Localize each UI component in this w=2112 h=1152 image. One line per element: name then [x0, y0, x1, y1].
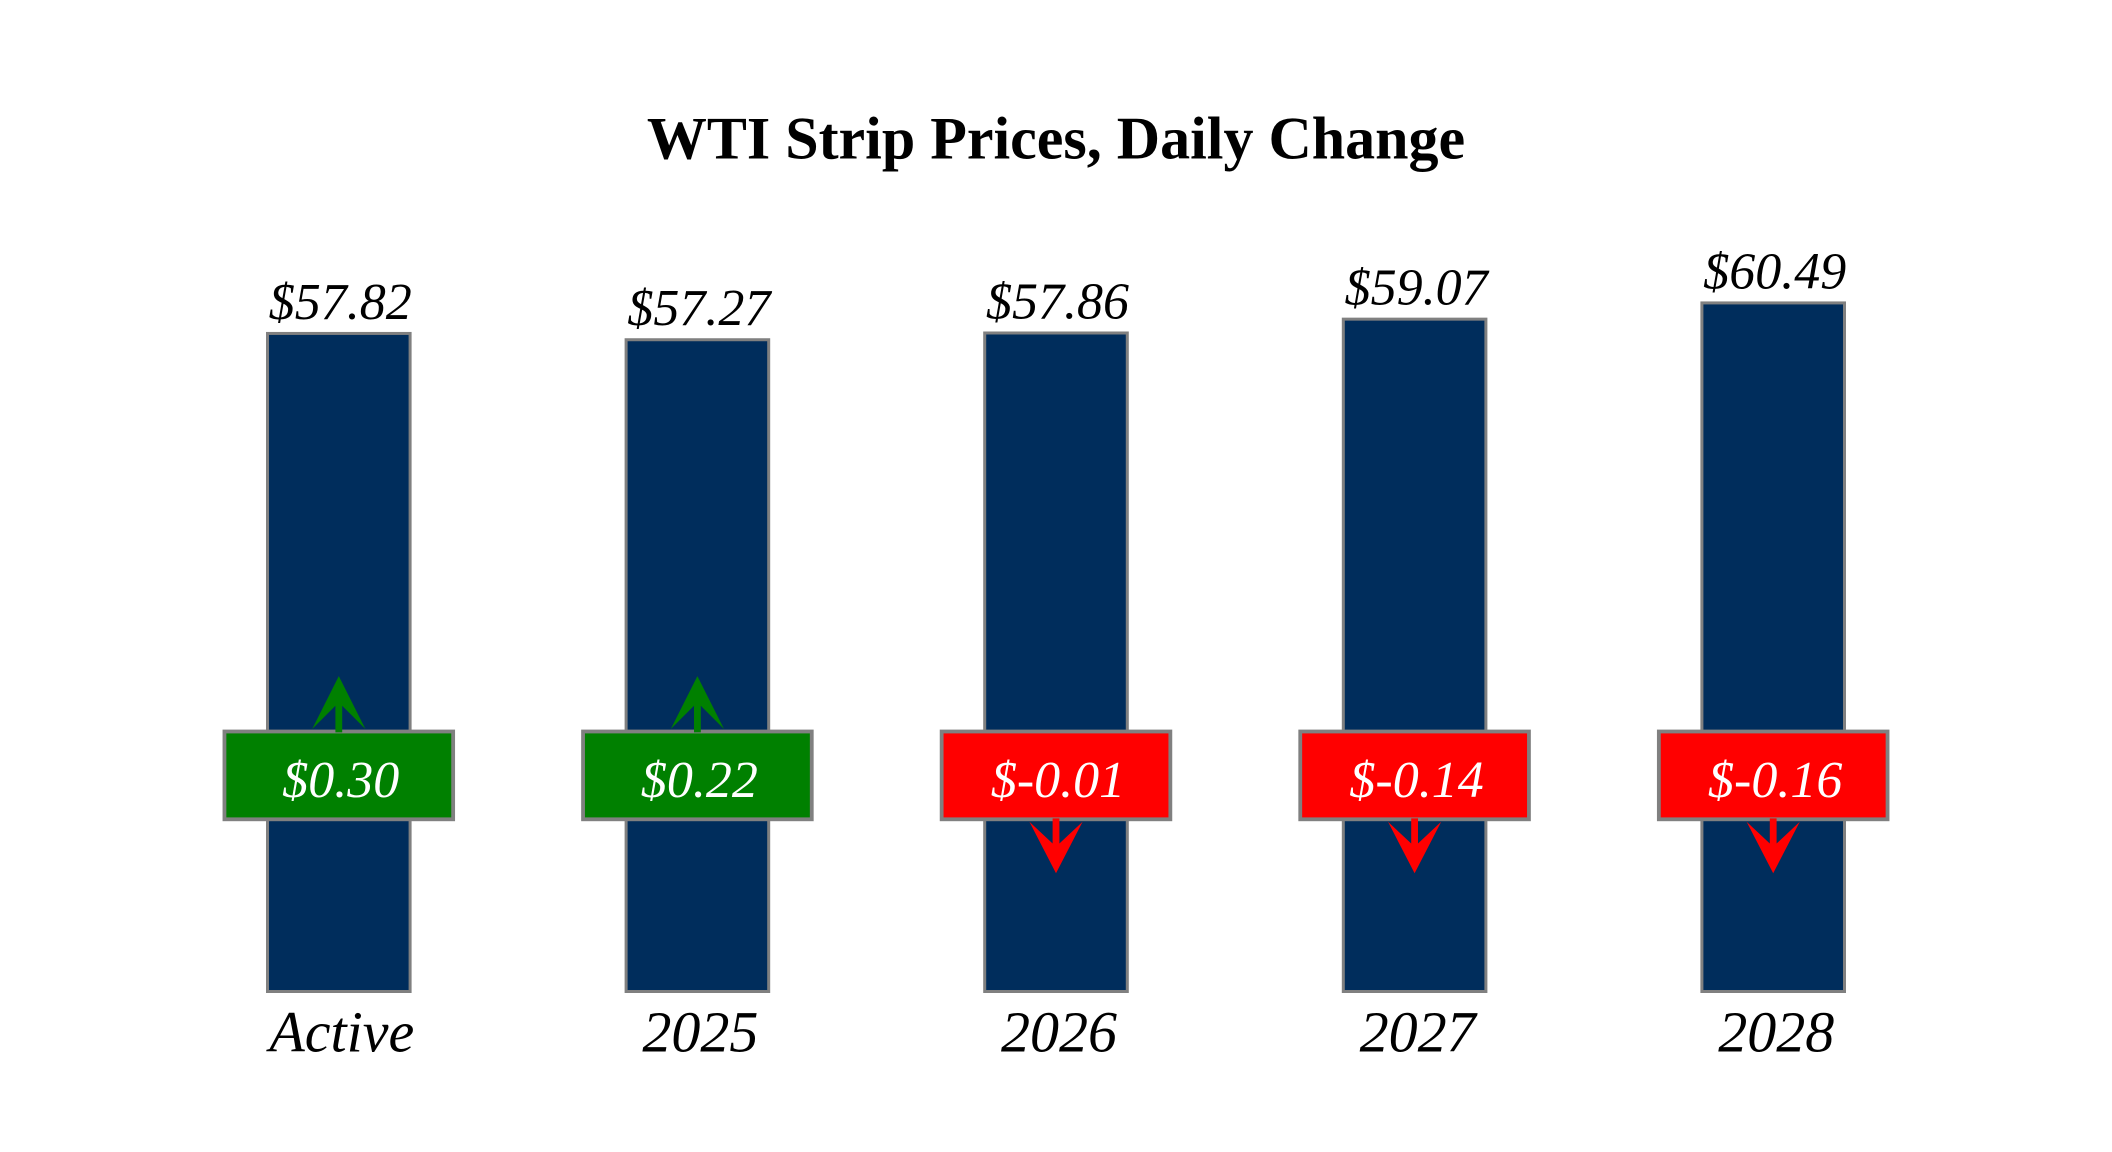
- bar-rect: [1700, 301, 1847, 994]
- chart-title: WTI Strip Prices, Daily Change: [647, 106, 1465, 172]
- up-arrow-icon: [312, 676, 366, 733]
- bar-rect: [983, 331, 1129, 993]
- price-label: $57.82: [269, 274, 412, 331]
- change-label: $-0.14: [1349, 752, 1483, 809]
- change-label: $0.22: [641, 752, 758, 809]
- price-label: $60.49: [1703, 243, 1846, 300]
- bar-group-2028: $60.49 $-0.16 2028: [1656, 243, 1890, 1065]
- bar-group-2027: $59.07 $-0.14 2027: [1298, 260, 1531, 1065]
- category-label: 2027: [1360, 1000, 1478, 1065]
- down-arrow-icon: [1029, 818, 1083, 874]
- change-badge: [222, 729, 456, 822]
- change-label: $0.30: [282, 752, 399, 809]
- category-label: 2025: [642, 1000, 758, 1065]
- bar-rect: [266, 331, 412, 993]
- down-arrow-icon: [1746, 818, 1800, 874]
- category-label: 2026: [1001, 1000, 1117, 1065]
- change-label: $-0.16: [1708, 752, 1842, 809]
- change-label: $-0.01: [991, 752, 1125, 809]
- price-label: $57.27: [627, 280, 772, 337]
- bar-group-2025: $57.27 $0.22 2025: [581, 280, 814, 1065]
- bar-rect: [1341, 317, 1488, 993]
- price-label: $57.86: [986, 273, 1129, 330]
- bar-group-Active: $57.82 $0.30 Active: [222, 274, 456, 1065]
- up-arrow-icon: [670, 676, 724, 733]
- category-label: Active: [265, 1000, 414, 1065]
- bars-layer: $57.82 $0.30 Active $57.27 $0.22 2025 $57.86 $-…: [222, 243, 1890, 1065]
- down-arrow-icon: [1388, 818, 1442, 874]
- bar-group-2026: $57.86 $-0.01 2026: [939, 273, 1173, 1065]
- category-label: 2028: [1718, 1000, 1834, 1065]
- price-label: $59.07: [1345, 260, 1490, 317]
- bar-rect: [624, 338, 771, 994]
